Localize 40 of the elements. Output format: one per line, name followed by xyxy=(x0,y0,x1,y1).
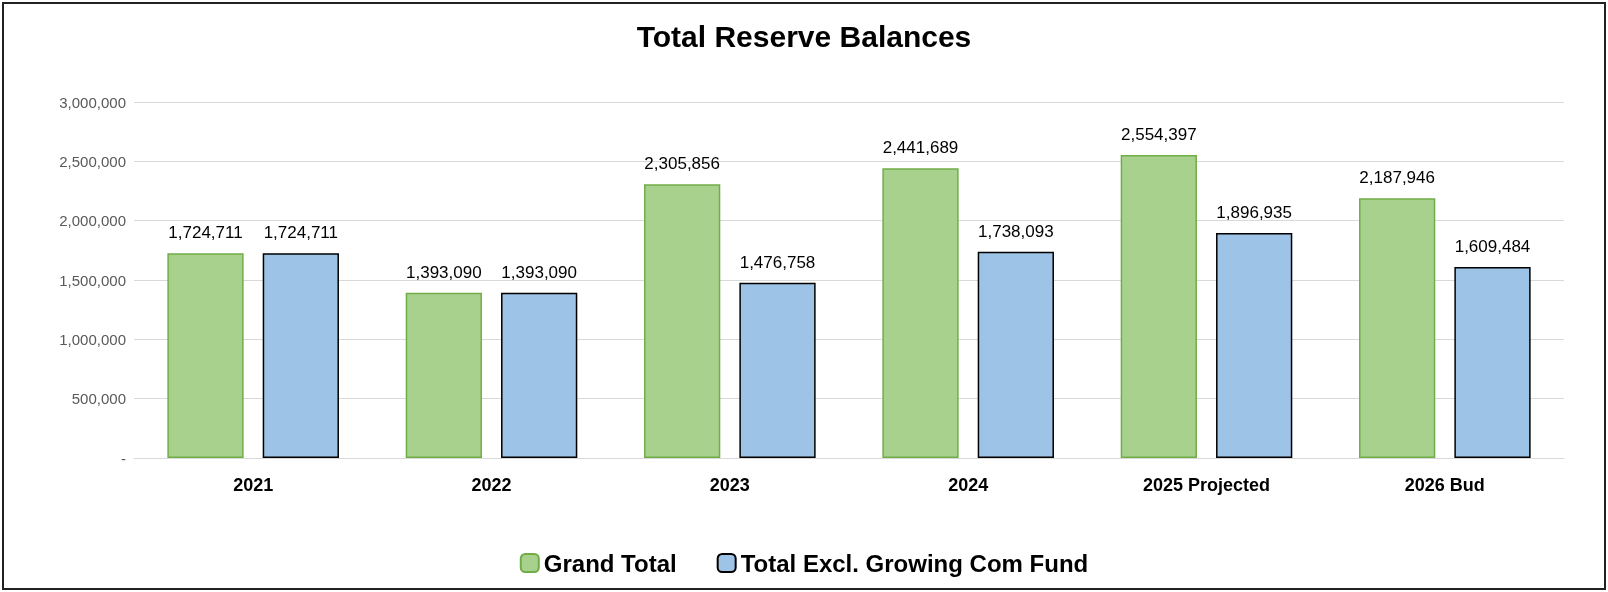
y-tick-label: 2,500,000 xyxy=(59,152,126,170)
data-label: 1,738,093 xyxy=(978,221,1054,241)
bar xyxy=(1454,267,1531,458)
y-tick-label: 2,000,000 xyxy=(59,212,126,230)
bar xyxy=(405,292,482,458)
data-label: 2,441,689 xyxy=(882,138,959,158)
x-tick-label: 2024 xyxy=(948,475,989,495)
data-label: 1,724,711 xyxy=(168,223,243,243)
x-tick-label: 2021 xyxy=(233,475,274,495)
chart-title: Total Reserve Balances xyxy=(636,19,972,53)
bar xyxy=(1120,154,1197,458)
y-tick-label: 3,000,000 xyxy=(59,93,126,111)
x-tick-label: 2026 Bud xyxy=(1404,475,1485,495)
bar xyxy=(501,292,578,458)
bar xyxy=(644,184,721,458)
bar xyxy=(167,253,244,458)
data-label: 1,393,090 xyxy=(501,262,577,282)
x-tick-label: 2025 Projected xyxy=(1142,475,1271,495)
bar xyxy=(739,282,816,458)
data-label: 1,724,711 xyxy=(263,223,339,243)
bar xyxy=(1359,198,1436,458)
y-tick-label: 1,000,000 xyxy=(59,330,126,348)
legend-label: Grand Total xyxy=(543,549,677,577)
data-label: 1,609,484 xyxy=(1454,237,1531,257)
bar xyxy=(882,168,959,458)
bar xyxy=(262,253,339,458)
data-label: 2,305,856 xyxy=(644,154,720,174)
y-tick-label: - xyxy=(121,449,126,467)
data-label: 2,554,397 xyxy=(1121,124,1197,144)
data-label: 1,393,090 xyxy=(406,262,482,282)
y-tick-label: 1,500,000 xyxy=(59,271,126,289)
legend-label: Total Excl. Growing Com Fund xyxy=(740,549,1089,577)
bar xyxy=(1216,232,1293,458)
bar xyxy=(977,251,1054,458)
x-tick-label: 2023 xyxy=(709,475,750,495)
data-label: 2,187,946 xyxy=(1359,168,1435,188)
y-tick-label: 500,000 xyxy=(71,390,126,408)
data-label: 1,476,758 xyxy=(739,252,816,272)
x-tick-label: 2022 xyxy=(471,475,512,495)
data-label: 1,896,935 xyxy=(1216,202,1292,222)
